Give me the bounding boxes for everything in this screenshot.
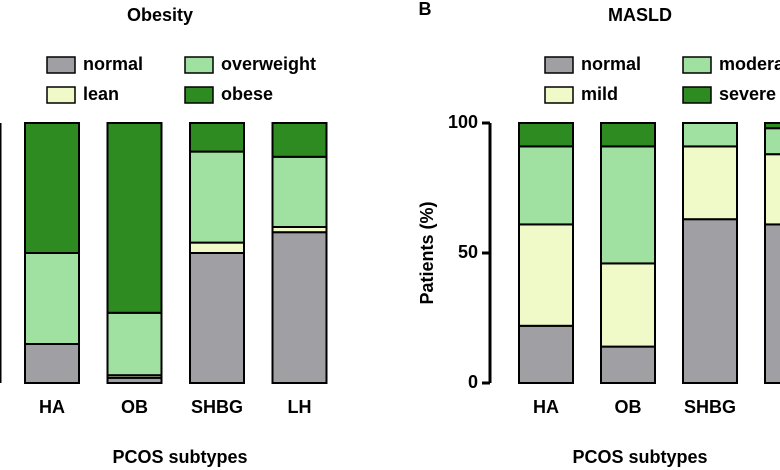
x-tick-label: HA (533, 397, 559, 417)
bar-segment (518, 122, 574, 148)
bar-segment (600, 122, 656, 148)
bar-segment (189, 122, 245, 153)
x-tick-label: SHBG (684, 397, 736, 417)
bar-segment (682, 218, 738, 384)
legend-swatch (184, 86, 214, 104)
legend-label: severe (719, 84, 776, 104)
bar-segment (189, 241, 245, 255)
x-axis-label: PCOS subtypes (112, 447, 247, 467)
legend-label: moderate (719, 54, 780, 74)
x-axis-label: PCOS subtypes (572, 447, 707, 467)
bar-segment (24, 122, 80, 254)
bar-segment (189, 252, 245, 384)
bar-segment (600, 262, 656, 348)
bar-segment (764, 122, 780, 130)
chart-title: Obesity (127, 5, 193, 25)
legend-swatch (544, 56, 574, 74)
y-tick-label: 0 (468, 372, 478, 392)
y-axis-label: Patients (%) (417, 201, 437, 304)
legend-label: obese (221, 84, 273, 104)
x-tick-label: OB (121, 397, 148, 417)
legend-label: normal (581, 54, 641, 74)
bar-segment (764, 223, 780, 384)
bar-segment (189, 150, 245, 244)
legend-swatch (46, 56, 76, 74)
legend-label: overweight (221, 54, 316, 74)
bar-segment (764, 153, 780, 226)
bar-segment (600, 345, 656, 385)
y-tick-label: 50 (458, 242, 478, 262)
x-tick-label: LH (288, 397, 312, 417)
legend-label: normal (83, 54, 143, 74)
bar-segment (24, 343, 80, 384)
legend-swatch (46, 86, 76, 104)
legend-swatch (682, 86, 712, 104)
bar-segment (518, 223, 574, 327)
legend-label: lean (83, 84, 119, 104)
x-tick-label: SHBG (191, 397, 243, 417)
bar-segment (764, 127, 780, 156)
bar-segment (271, 231, 328, 384)
y-tick-label: 100 (448, 112, 478, 132)
legend-label: mild (581, 84, 618, 104)
legend-swatch (544, 86, 574, 104)
bar-segment (106, 311, 163, 377)
bar-segment (271, 122, 328, 158)
panel-label: B (419, 0, 432, 19)
x-tick-label: HA (39, 397, 65, 417)
legend-swatch (184, 56, 214, 74)
x-tick-label: OB (615, 397, 642, 417)
bar-segment (518, 145, 574, 226)
legend-swatch (682, 56, 712, 74)
bar-segment (106, 122, 163, 314)
bar-segment (271, 155, 328, 228)
bar-segment (600, 145, 656, 265)
bar-segment (518, 324, 574, 384)
chart-title: MASLD (608, 5, 672, 25)
bar-segment (682, 122, 738, 148)
bar-segment (682, 145, 738, 221)
bar-segment (24, 252, 80, 345)
